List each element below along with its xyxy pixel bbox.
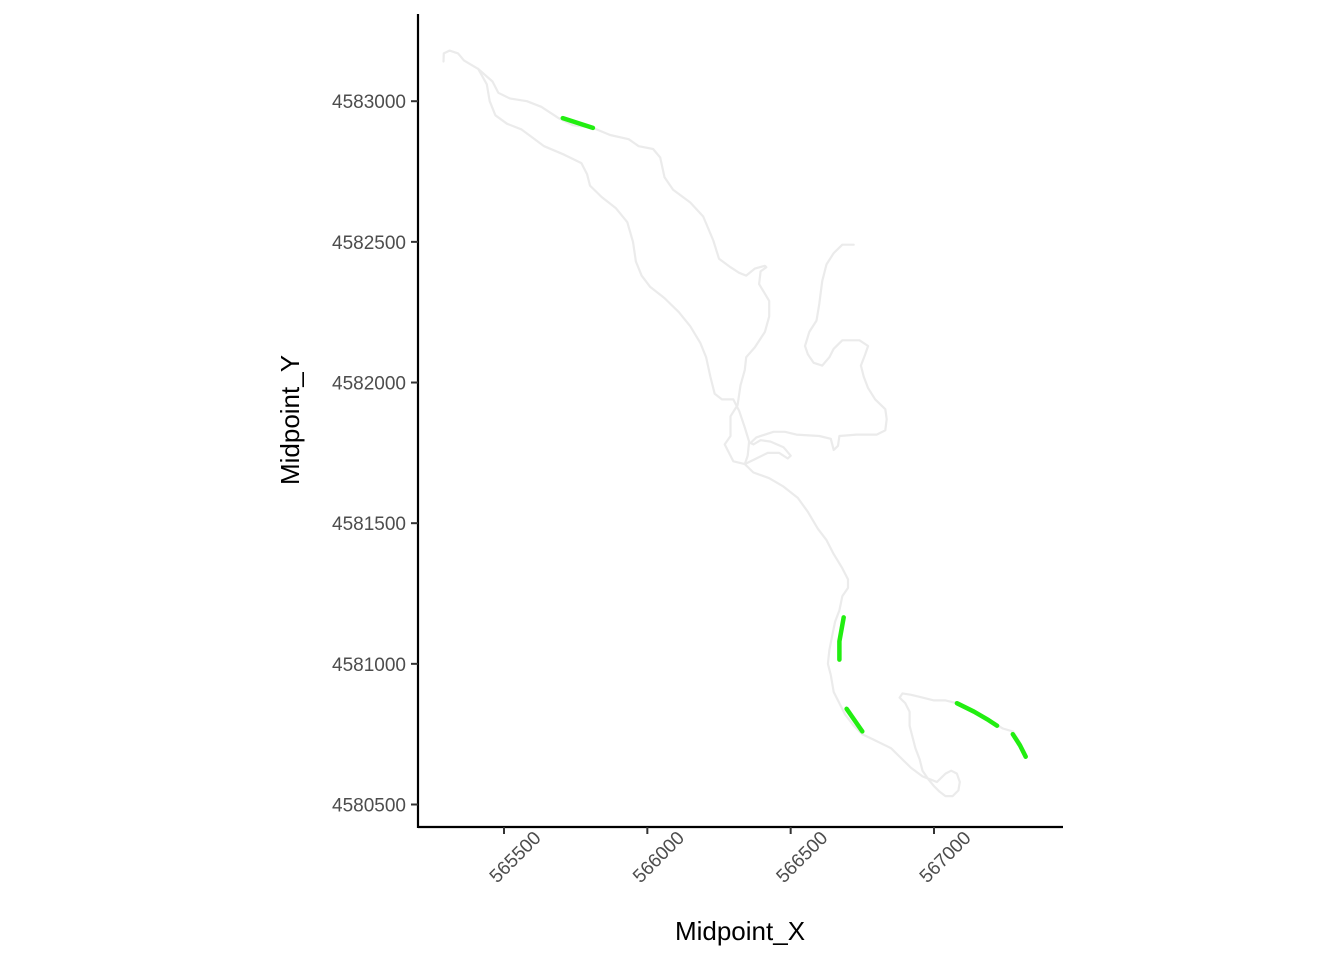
x-tick-label: 566000 — [629, 828, 689, 888]
highlight-segment-2 — [844, 706, 865, 734]
y-tick-label: 4583000 — [332, 92, 406, 113]
y-tick-label: 4581500 — [332, 514, 406, 535]
x-axis-title: Midpoint_X — [675, 916, 805, 946]
highlighted-segments — [560, 115, 1028, 759]
x-tick-label: 566500 — [773, 828, 833, 888]
highlight-segment-0 — [560, 115, 596, 131]
y-tick-label: 4581000 — [332, 655, 406, 676]
y-axis-title: Midpoint_Y — [275, 355, 305, 485]
highlight-segment-1 — [837, 615, 846, 662]
highlight-segment-4 — [1010, 731, 1028, 759]
x-tick-label: 565500 — [486, 828, 546, 888]
stream-path-0 — [442, 49, 888, 466]
x-tick-label: 567000 — [916, 828, 976, 888]
y-tick-label: 4580500 — [332, 795, 406, 816]
stream-path-1 — [477, 67, 1027, 798]
stream-network — [442, 49, 1027, 798]
y-tick-label: 4582000 — [332, 374, 406, 395]
highlight-segment-3 — [954, 700, 1000, 728]
y-axis-ticks: 4580500 4581000 4581500 4582000 4582500 45830… — [332, 92, 418, 816]
x-axis-ticks: 565500 566000 566500 567000 — [486, 827, 976, 887]
y-tick-label: 4582500 — [332, 233, 406, 254]
